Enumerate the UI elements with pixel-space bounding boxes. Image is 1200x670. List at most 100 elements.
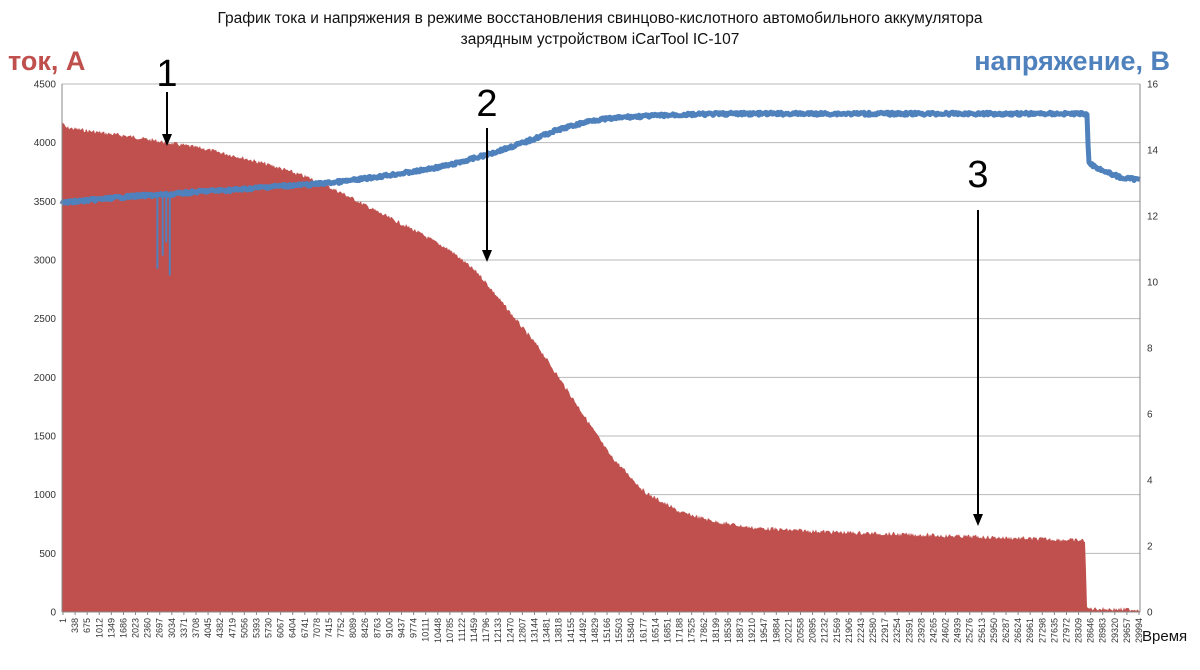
x-tick-label: 24939 [953,618,963,643]
x-tick-label: 16514 [650,618,660,643]
x-tick-label: 11122 [457,618,467,642]
x-tick-label: 14829 [590,618,600,643]
y-tick-label: 3000 [34,256,57,267]
x-tick-label: 14155 [566,618,576,643]
y2-tick-label: 0 [1147,608,1153,619]
x-tick-label: 23591 [904,618,914,643]
x-tick-label: 8763 [372,618,382,638]
y2-tick-label: 8 [1147,344,1153,355]
x-tick-label: 23254 [892,618,902,643]
x-tick-label: 21232 [820,618,830,643]
x-tick-label: 24265 [928,618,938,643]
x-tick-label: 16851 [662,618,672,643]
x-tick-label: 19547 [759,618,769,643]
y-tick-label: 3500 [34,197,57,208]
x-tick-label: 1012 [94,618,104,638]
x-tick-label: 25613 [977,618,987,643]
x-tick-label: 1349 [106,618,116,638]
axes: 0500100015002000250030003500400045000246… [34,80,1159,644]
x-tick-label: 29320 [1110,618,1120,643]
x-tick-label: 8426 [360,618,370,638]
chart-title-line-2: зарядным устройством iCarTool IC-107 [460,31,740,48]
x-tick-label: 26961 [1025,618,1035,643]
x-tick-label: 25276 [965,618,975,643]
x-tick-label: 12470 [505,618,515,643]
x-tick-label: 18199 [711,618,721,643]
x-tick-label: 7078 [312,618,322,638]
x-tick-label: 26624 [1013,618,1023,643]
y2-tick-label: 2 [1147,542,1153,553]
x-tick-label: 19884 [771,618,781,643]
x-tick-label: 15503 [614,618,624,643]
x-tick-label: 21569 [832,618,842,643]
left-axis-title: ток, А [8,46,86,76]
x-tick-label: 17862 [699,618,709,643]
x-tick-label: 22580 [868,618,878,643]
right-axis-title: напряжение, В [974,46,1170,76]
x-tick-label: 14492 [578,618,588,643]
x-tick-label: 20221 [783,618,793,643]
x-tick-label: 675 [82,618,92,633]
y2-tick-label: 12 [1147,212,1159,223]
x-tick-label: 17525 [687,618,697,643]
x-tick-label: 22917 [880,618,890,643]
x-tick-label: 29994 [1134,618,1144,643]
y-tick-label: 1000 [34,490,57,501]
x-tick-label: 8089 [348,618,358,638]
annotation-label: 1 [156,53,177,95]
y-tick-label: 4000 [34,138,57,149]
x-tick-label: 26287 [1001,618,1011,643]
plot-series [59,109,1142,612]
x-tick-label: 13144 [530,618,540,643]
y2-tick-label: 16 [1147,80,1159,91]
x-tick-label: 11459 [469,618,479,642]
x-tick-label: 2360 [143,618,153,638]
x-tick-label: 18536 [723,618,733,643]
y-tick-label: 500 [39,549,56,560]
y-tick-label: 2000 [34,373,57,384]
x-tick-label: 20895 [808,618,818,643]
x-tick-label: 24602 [941,618,951,643]
x-tick-label: 27972 [1061,618,1071,643]
x-tick-label: 4719 [227,618,237,638]
x-tick-label: 20558 [795,618,805,643]
x-tick-label: 2023 [131,618,141,638]
current-area [62,121,1140,612]
x-tick-label: 21906 [844,618,854,643]
annotation-label: 3 [967,154,988,196]
y2-tick-label: 14 [1147,146,1159,157]
x-axis-title: Время [1142,628,1188,645]
chart-title-line-1: График тока и напряжения в режиме восста… [217,10,983,27]
x-tick-label: 6067 [276,618,286,638]
y-tick-label: 0 [50,608,56,619]
x-tick-label: 3708 [191,618,201,638]
y2-tick-label: 10 [1147,278,1159,289]
x-tick-label: 6741 [300,618,310,638]
x-tick-label: 18873 [735,618,745,643]
x-tick-label: 1686 [118,618,128,638]
x-tick-label: 28646 [1086,618,1096,643]
x-tick-label: 4382 [215,618,225,638]
y2-tick-label: 6 [1147,410,1153,421]
x-tick-label: 6404 [288,618,298,638]
x-tick-label: 7415 [324,618,334,638]
x-tick-label: 4045 [203,618,213,638]
x-tick-label: 15840 [626,618,636,643]
annotation-arrowhead [162,134,172,146]
y2-tick-label: 4 [1147,476,1153,487]
x-tick-label: 3034 [167,618,177,638]
annotation-arrowhead [482,250,492,262]
x-tick-label: 25950 [989,618,999,643]
x-tick-label: 27635 [1049,618,1059,643]
x-tick-label: 5056 [239,618,249,638]
x-tick-label: 7752 [336,618,346,638]
y-tick-label: 2500 [34,314,57,325]
x-tick-label: 9437 [397,618,407,638]
x-tick-label: 10111 [421,618,431,642]
x-tick-label: 27298 [1037,618,1047,643]
x-tick-label: 12133 [493,618,503,643]
x-tick-label: 1 [58,618,68,623]
voltage-line [59,109,1142,206]
x-tick-label: 13481 [542,618,552,643]
x-tick-label: 9100 [384,618,394,638]
